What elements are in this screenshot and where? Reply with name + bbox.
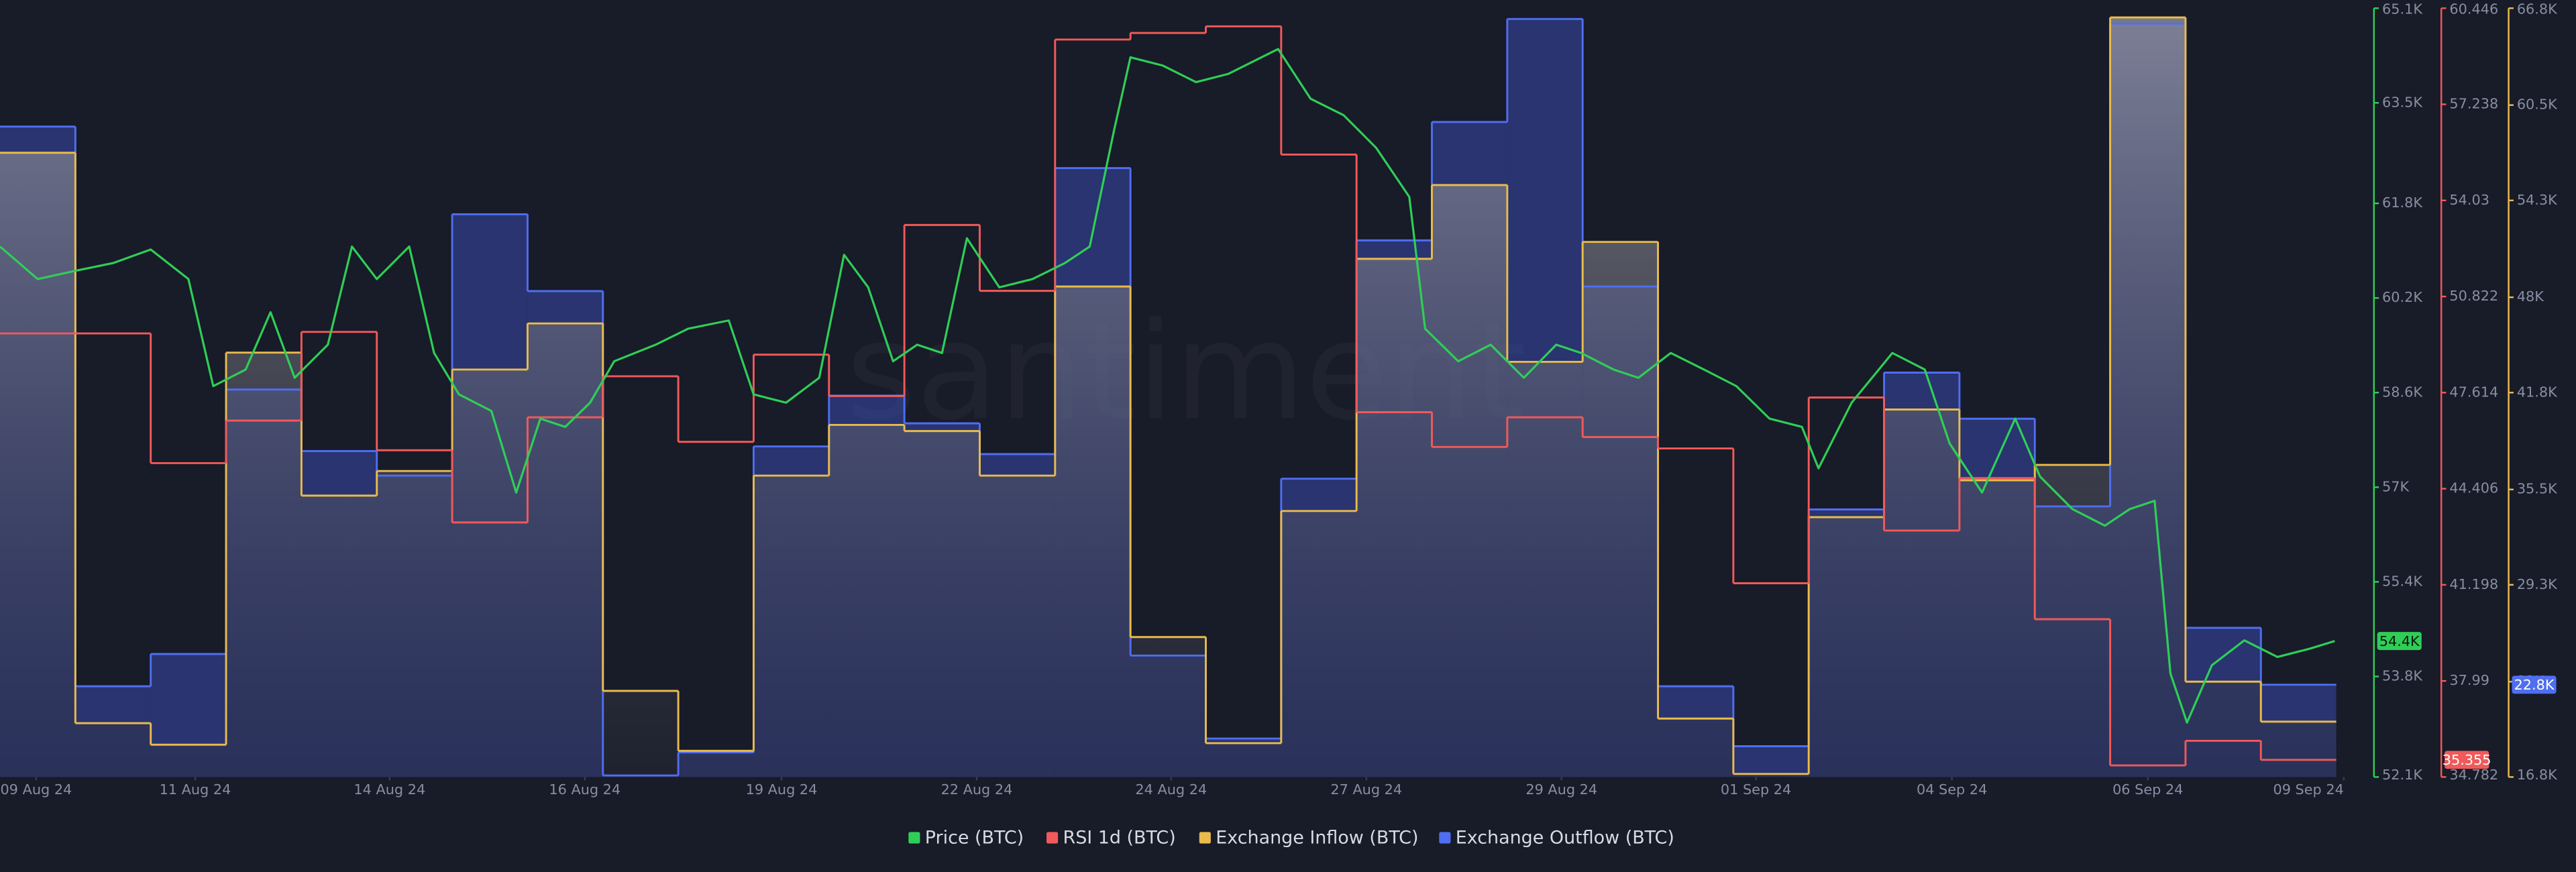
area-step [452, 369, 528, 777]
area-step [2035, 465, 2110, 777]
area-step [904, 431, 980, 777]
area-step [1658, 718, 1733, 777]
legend-swatch [1439, 832, 1451, 844]
value-label: 54.4K [2379, 633, 2420, 649]
area-step [1205, 743, 1281, 777]
x-tick-label: 24 Aug 24 [1135, 781, 1207, 798]
y-tick-label: 54.3K [2517, 192, 2558, 208]
area-step [2261, 721, 2337, 777]
legend-label: Exchange Inflow (BTC) [1216, 828, 1418, 849]
value-badge [2445, 751, 2489, 769]
y-tick-label: 63.5K [2382, 94, 2423, 110]
y-tick-label: 60.5K [2517, 97, 2558, 113]
legend-label: Exchange Outflow (BTC) [1456, 828, 1674, 849]
price-line [0, 48, 2335, 724]
value-label: 35.355 [2443, 752, 2491, 768]
area-step [1432, 184, 1507, 777]
y-tick-label: 41.198 [2449, 576, 2498, 592]
area-step [0, 152, 76, 777]
x-tick-label: 14 Aug 24 [354, 781, 425, 798]
legend-label: RSI 1d (BTC) [1063, 828, 1175, 849]
y-tick-label: 35.5K [2517, 481, 2558, 497]
y-tick-label: 60.2K [2382, 289, 2423, 305]
y-tick-label: 57.238 [2449, 96, 2498, 112]
y-tick-label: 52.1K [2382, 767, 2423, 783]
y-tick-label: 66.8K [2517, 1, 2558, 17]
area-step [1733, 746, 1809, 777]
area-step [1130, 637, 1206, 777]
area-step [527, 323, 603, 777]
area-step [1507, 362, 1583, 777]
axes: 52.1K 53.8K 55.4K 57K 58.6K 60.2K 61.8K 63.5K 65… [1, 1, 2559, 798]
area-step [1281, 510, 1357, 777]
x-tick-label: 29 Aug 24 [1525, 781, 1597, 798]
x-tick-label: 16 Aug 24 [549, 781, 621, 798]
area-step [753, 476, 829, 777]
y-tick-label: 54.03 [2449, 192, 2489, 208]
y-tick-label: 34.782 [2449, 767, 2498, 783]
x-tick-label: 09 Sep 24 [2273, 781, 2343, 798]
legend-item[interactable]: RSI 1d (BTC) [1046, 828, 1176, 849]
y-tick-label: 57K [2382, 478, 2410, 494]
y-tick-label: 60.446 [2449, 1, 2498, 17]
area-step [2110, 17, 2186, 777]
area-step [1809, 516, 1884, 777]
area-step [150, 745, 227, 777]
plot-area [0, 16, 2337, 777]
x-tick-label: 11 Aug 24 [160, 781, 231, 798]
area-step [1884, 409, 1960, 777]
x-tick-label: 04 Sep 24 [1917, 781, 1987, 798]
y-tick-label: 48K [2517, 288, 2544, 305]
y-tick-label: 37.99 [2449, 672, 2489, 688]
y-tick-label: 61.8K [2382, 195, 2423, 211]
area-step [1733, 773, 1809, 777]
legend-swatch [1199, 832, 1211, 844]
area-step [828, 425, 905, 777]
y-tick-label: 47.614 [2449, 384, 2498, 400]
x-tick-label: 22 Aug 24 [941, 781, 1013, 798]
y-tick-label: 50.822 [2449, 288, 2498, 304]
area-step [602, 691, 679, 777]
area-step [1055, 286, 1131, 777]
legend-swatch [1046, 832, 1059, 844]
legend-label: Price (BTC) [925, 828, 1024, 849]
x-tick-label: 19 Aug 24 [746, 781, 818, 798]
y-tick-label: 29.3K [2517, 576, 2558, 592]
area-step [979, 476, 1055, 777]
value-label: 22.8K [2514, 677, 2555, 693]
legend[interactable]: Price (BTC) RSI 1d (BTC) Exchange Inflow (… [908, 828, 1674, 849]
y-tick-label: 53.8K [2382, 667, 2423, 684]
area-step [301, 495, 377, 777]
x-tick-label: 27 Aug 24 [1330, 781, 1402, 798]
legend-item[interactable]: Price (BTC) [908, 828, 1024, 849]
y-tick-label: 44.406 [2449, 480, 2498, 496]
area-step [678, 751, 754, 777]
y-tick-label: 58.6K [2382, 384, 2423, 400]
legend-item[interactable]: Exchange Outflow (BTC) [1439, 828, 1674, 849]
x-tick-label: 01 Sep 24 [1721, 781, 1791, 798]
x-tick-label: 06 Sep 24 [2112, 781, 2183, 798]
area-step [1356, 258, 1432, 777]
value-badge [2512, 675, 2557, 694]
area-step [2185, 682, 2261, 777]
y-tick-label: 55.4K [2382, 573, 2423, 589]
legend-swatch [908, 832, 920, 844]
value-badge [2377, 632, 2422, 651]
x-tick-label: 09 Aug 24 [1, 781, 72, 798]
area-step [1582, 241, 1658, 777]
area-step [226, 352, 302, 777]
legend-item[interactable]: Exchange Inflow (BTC) [1199, 828, 1419, 849]
y-tick-label: 41.8K [2517, 384, 2558, 400]
area-step [1959, 480, 2035, 777]
y-tick-label: 65.1K [2382, 1, 2423, 17]
y-tick-label: 16.8K [2517, 767, 2558, 783]
area-step [75, 723, 151, 777]
area-step [376, 471, 453, 777]
